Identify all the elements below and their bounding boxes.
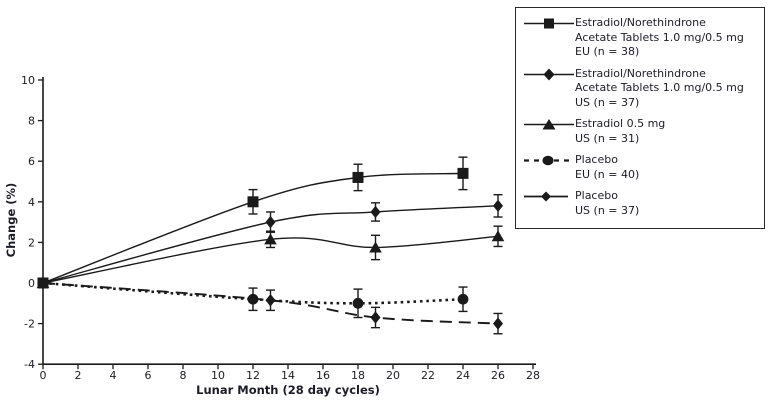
y-tick-label: 0: [28, 277, 35, 290]
data-point-square: [352, 171, 364, 183]
legend-label-line: US (n = 37): [575, 203, 640, 217]
data-point-diamond: [370, 205, 381, 219]
x-tick-label: 10: [211, 369, 225, 382]
y-tick-label: -4: [24, 358, 35, 371]
legend-label: Estradiol/Norethindrone Acetate Tablets …: [575, 67, 744, 111]
data-point-triangle: [369, 241, 382, 253]
data-point-triangle: [264, 233, 277, 245]
legend-label-line: Acetate Tablets 1.0 mg/0.5 mg: [575, 81, 744, 94]
x-tick-label: 0: [40, 369, 47, 382]
y-axis-title: Change (%): [4, 182, 18, 258]
data-point-diamond: [38, 276, 48, 290]
data-point-square: [457, 167, 469, 179]
legend-label-line: EU (n = 40): [575, 167, 640, 181]
x-tick-label: 12: [246, 369, 260, 382]
x-tick-label: 26: [491, 369, 505, 382]
x-tick-label: 8: [180, 369, 187, 382]
legend-label-line: Estradiol/Norethindrone: [575, 66, 706, 80]
x-tick-label: 24: [456, 369, 470, 382]
plot-line-series-0: [42, 172, 464, 284]
legend: Estradiol/Norethindrone Acetate Tablets …: [515, 7, 765, 229]
x-tick-label: 22: [421, 369, 435, 382]
data-point-diamond: [493, 317, 503, 330]
legend-entry: Estradiol 0.5 mg US (n = 31): [523, 117, 760, 146]
x-tick-label: 4: [110, 369, 117, 382]
x-tick-label: 16: [316, 369, 330, 382]
x-tick-label: 28: [526, 369, 540, 382]
legend-label-line: EU (n = 38): [575, 45, 640, 58]
plot-line-series-2: [42, 235, 499, 284]
data-point-circle: [247, 293, 259, 305]
y-tick-label: 2: [28, 236, 35, 249]
legend-entry: Placebo EU (n = 40): [523, 153, 760, 182]
legend-diamond-solid-line-icon: [524, 191, 568, 202]
data-point-diamond: [370, 311, 381, 324]
legend-label-line: Placebo: [575, 153, 618, 166]
x-tick-label: 20: [386, 369, 400, 382]
legend-label-line: US (n = 37): [575, 95, 640, 109]
y-tick-label: 6: [28, 155, 35, 168]
data-point-diamond: [493, 199, 503, 213]
x-tick-label: 14: [281, 369, 295, 382]
x-tick-label: 6: [145, 369, 152, 382]
legend-label-line: Estradiol/Norethindrone: [575, 16, 706, 29]
x-tick-label: 2: [75, 369, 82, 382]
y-tick-label: 4: [28, 196, 35, 209]
data-point-diamond: [265, 294, 276, 307]
legend-label: Placebo US (n = 37): [575, 189, 639, 218]
legend-label-line: Estradiol 0.5 mg: [575, 117, 666, 130]
legend-entry: Placebo US (n = 37): [523, 189, 760, 218]
legend-entry: Estradiol/Norethindrone Acetate Tablets …: [523, 16, 760, 60]
y-tick-label: 8: [28, 115, 35, 128]
y-tick-label: 10: [21, 74, 35, 87]
data-point-diamond: [265, 215, 276, 229]
data-point-triangle: [491, 230, 505, 242]
legend-label-line: Placebo: [575, 189, 618, 202]
plot-line-series-4: [42, 282, 499, 325]
plot-line-series-1: [42, 205, 499, 284]
legend-label-line: US (n = 31): [575, 131, 640, 145]
legend-label: Estradiol/Norethindrone Acetate Tablets …: [575, 16, 744, 60]
legend-square-solid-line-icon: [524, 18, 574, 29]
legend-entry: Estradiol/Norethindrone Acetate Tablets …: [523, 67, 760, 111]
legend-circle-dashed-line-icon: [524, 155, 574, 166]
legend-diamond-solid-line-icon: [524, 68, 574, 80]
x-axis-title: Lunar Month (28 day cycles): [196, 383, 380, 397]
legend-triangle-solid-line-icon: [524, 119, 574, 130]
legend-label: Placebo EU (n = 40): [575, 153, 639, 182]
data-point-square: [247, 196, 259, 208]
data-point-circle: [457, 293, 469, 305]
data-point-circle: [352, 297, 364, 309]
legend-label: Estradiol 0.5 mg US (n = 31): [575, 117, 665, 146]
y-tick-label: -2: [24, 318, 35, 331]
x-tick-label: 18: [351, 369, 365, 382]
legend-label-line: Acetate Tablets 1.0 mg/0.5 mg: [575, 30, 744, 44]
